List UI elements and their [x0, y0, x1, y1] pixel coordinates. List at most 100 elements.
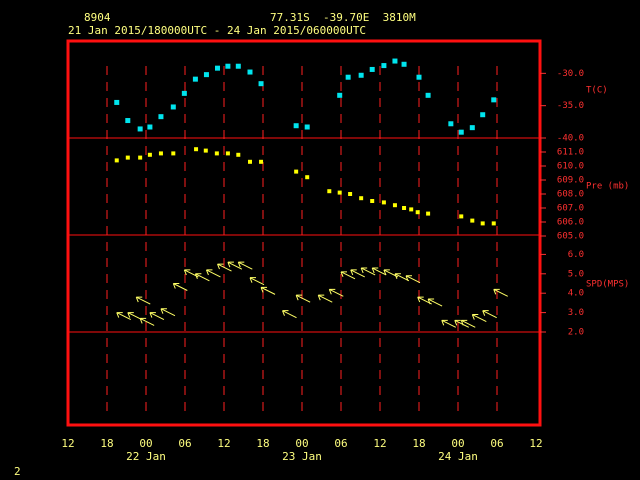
- wind-arrow: [127, 312, 143, 321]
- x-group-label: 22 Jan: [126, 450, 166, 463]
- wind-arrow: [282, 310, 297, 319]
- wind-arrow: [260, 286, 276, 295]
- wind-arrow: [427, 298, 443, 307]
- wind-arrow: [460, 319, 476, 328]
- page-number: 2: [14, 465, 21, 478]
- point: [125, 155, 130, 160]
- point: [470, 218, 475, 223]
- point: [491, 97, 497, 103]
- point: [114, 158, 119, 163]
- y-tick-label: -30.0: [557, 69, 584, 79]
- x-tick-label: 06: [178, 437, 191, 450]
- x-tick-label: 00: [451, 437, 464, 450]
- wind-arrow: [360, 267, 376, 276]
- point: [409, 207, 414, 212]
- x-tick-label: 00: [139, 437, 152, 450]
- y-axis-label: Pre (mb): [586, 182, 629, 192]
- point: [235, 63, 241, 69]
- x-tick-label: 12: [529, 437, 542, 450]
- point: [392, 58, 398, 64]
- y-tick-label: 5.0: [568, 269, 584, 279]
- wind-arrow: [149, 312, 165, 321]
- point: [203, 72, 209, 78]
- wind-arrow: [350, 269, 365, 278]
- x-tick-label: 06: [334, 437, 347, 450]
- point: [247, 69, 253, 75]
- wind-arrow: [471, 314, 487, 322]
- point: [425, 92, 431, 98]
- point: [459, 214, 464, 219]
- wind-arrow: [139, 317, 155, 326]
- point: [480, 112, 486, 118]
- point: [181, 90, 187, 96]
- wind-arrow: [217, 263, 232, 272]
- point: [215, 65, 220, 71]
- x-tick-label: 12: [217, 437, 230, 450]
- point: [225, 151, 230, 156]
- x-tick-label: 06: [490, 437, 503, 450]
- x-group-label: 23 Jan: [282, 450, 322, 463]
- point: [369, 66, 375, 72]
- point: [138, 155, 143, 160]
- point: [137, 126, 143, 132]
- point: [225, 63, 231, 69]
- y-tick-label: 609.0: [557, 176, 584, 186]
- point: [358, 72, 364, 78]
- point: [248, 159, 252, 164]
- point: [304, 124, 310, 130]
- point: [258, 81, 264, 87]
- x-group-label: 24 Jan: [438, 450, 478, 463]
- wind-arrow: [295, 294, 311, 303]
- point: [348, 192, 353, 196]
- point: [370, 199, 375, 203]
- y-tick-label: 608.0: [557, 190, 584, 200]
- point: [416, 74, 422, 80]
- y-tick-label: 6.0: [568, 250, 584, 260]
- y-tick-label: 2.0: [568, 328, 584, 338]
- wind-arrow: [227, 261, 243, 270]
- y-tick-label: 610.0: [557, 162, 584, 172]
- point: [293, 123, 299, 129]
- location: 77.31S -39.70E 3810M: [270, 11, 416, 24]
- x-tick-label: 18: [412, 437, 425, 450]
- y-axis-label: T(C): [586, 86, 608, 96]
- point: [381, 200, 386, 205]
- point: [194, 147, 199, 152]
- wind-arrow: [194, 273, 210, 282]
- wind-arrow: [482, 310, 497, 319]
- point: [158, 151, 163, 156]
- y-tick-label: 611.0: [557, 148, 584, 158]
- wind-arrow: [237, 261, 253, 270]
- point: [147, 124, 153, 130]
- wind-arrow: [405, 275, 421, 284]
- period: 21 Jan 2015/180000UTC - 24 Jan 2015/0600…: [68, 24, 366, 37]
- y-tick-label: -40.0: [557, 134, 584, 144]
- y-tick-label: 607.0: [557, 204, 584, 214]
- point: [359, 196, 364, 201]
- wind-arrow: [340, 271, 356, 280]
- point: [171, 151, 176, 156]
- x-tick-label: 18: [256, 437, 269, 450]
- point: [491, 221, 496, 226]
- y-tick-label: 605.0: [557, 232, 584, 242]
- point: [469, 125, 475, 131]
- wind-arrow: [328, 288, 344, 297]
- y-axis-label: SPD(MPS): [586, 280, 629, 290]
- point: [337, 190, 342, 195]
- point: [458, 129, 464, 135]
- frame: [66, 39, 542, 427]
- wind-arrow: [135, 296, 151, 305]
- y-tick-label: 606.0: [557, 218, 584, 228]
- wind-arrow: [441, 319, 456, 328]
- wind-arrow: [249, 277, 265, 286]
- point: [114, 99, 120, 105]
- point: [147, 152, 152, 157]
- point: [214, 151, 219, 156]
- y-tick-label: 3.0: [568, 308, 584, 318]
- point: [327, 189, 332, 194]
- point: [125, 118, 131, 124]
- point: [402, 206, 407, 210]
- point: [480, 221, 485, 226]
- point: [381, 63, 387, 69]
